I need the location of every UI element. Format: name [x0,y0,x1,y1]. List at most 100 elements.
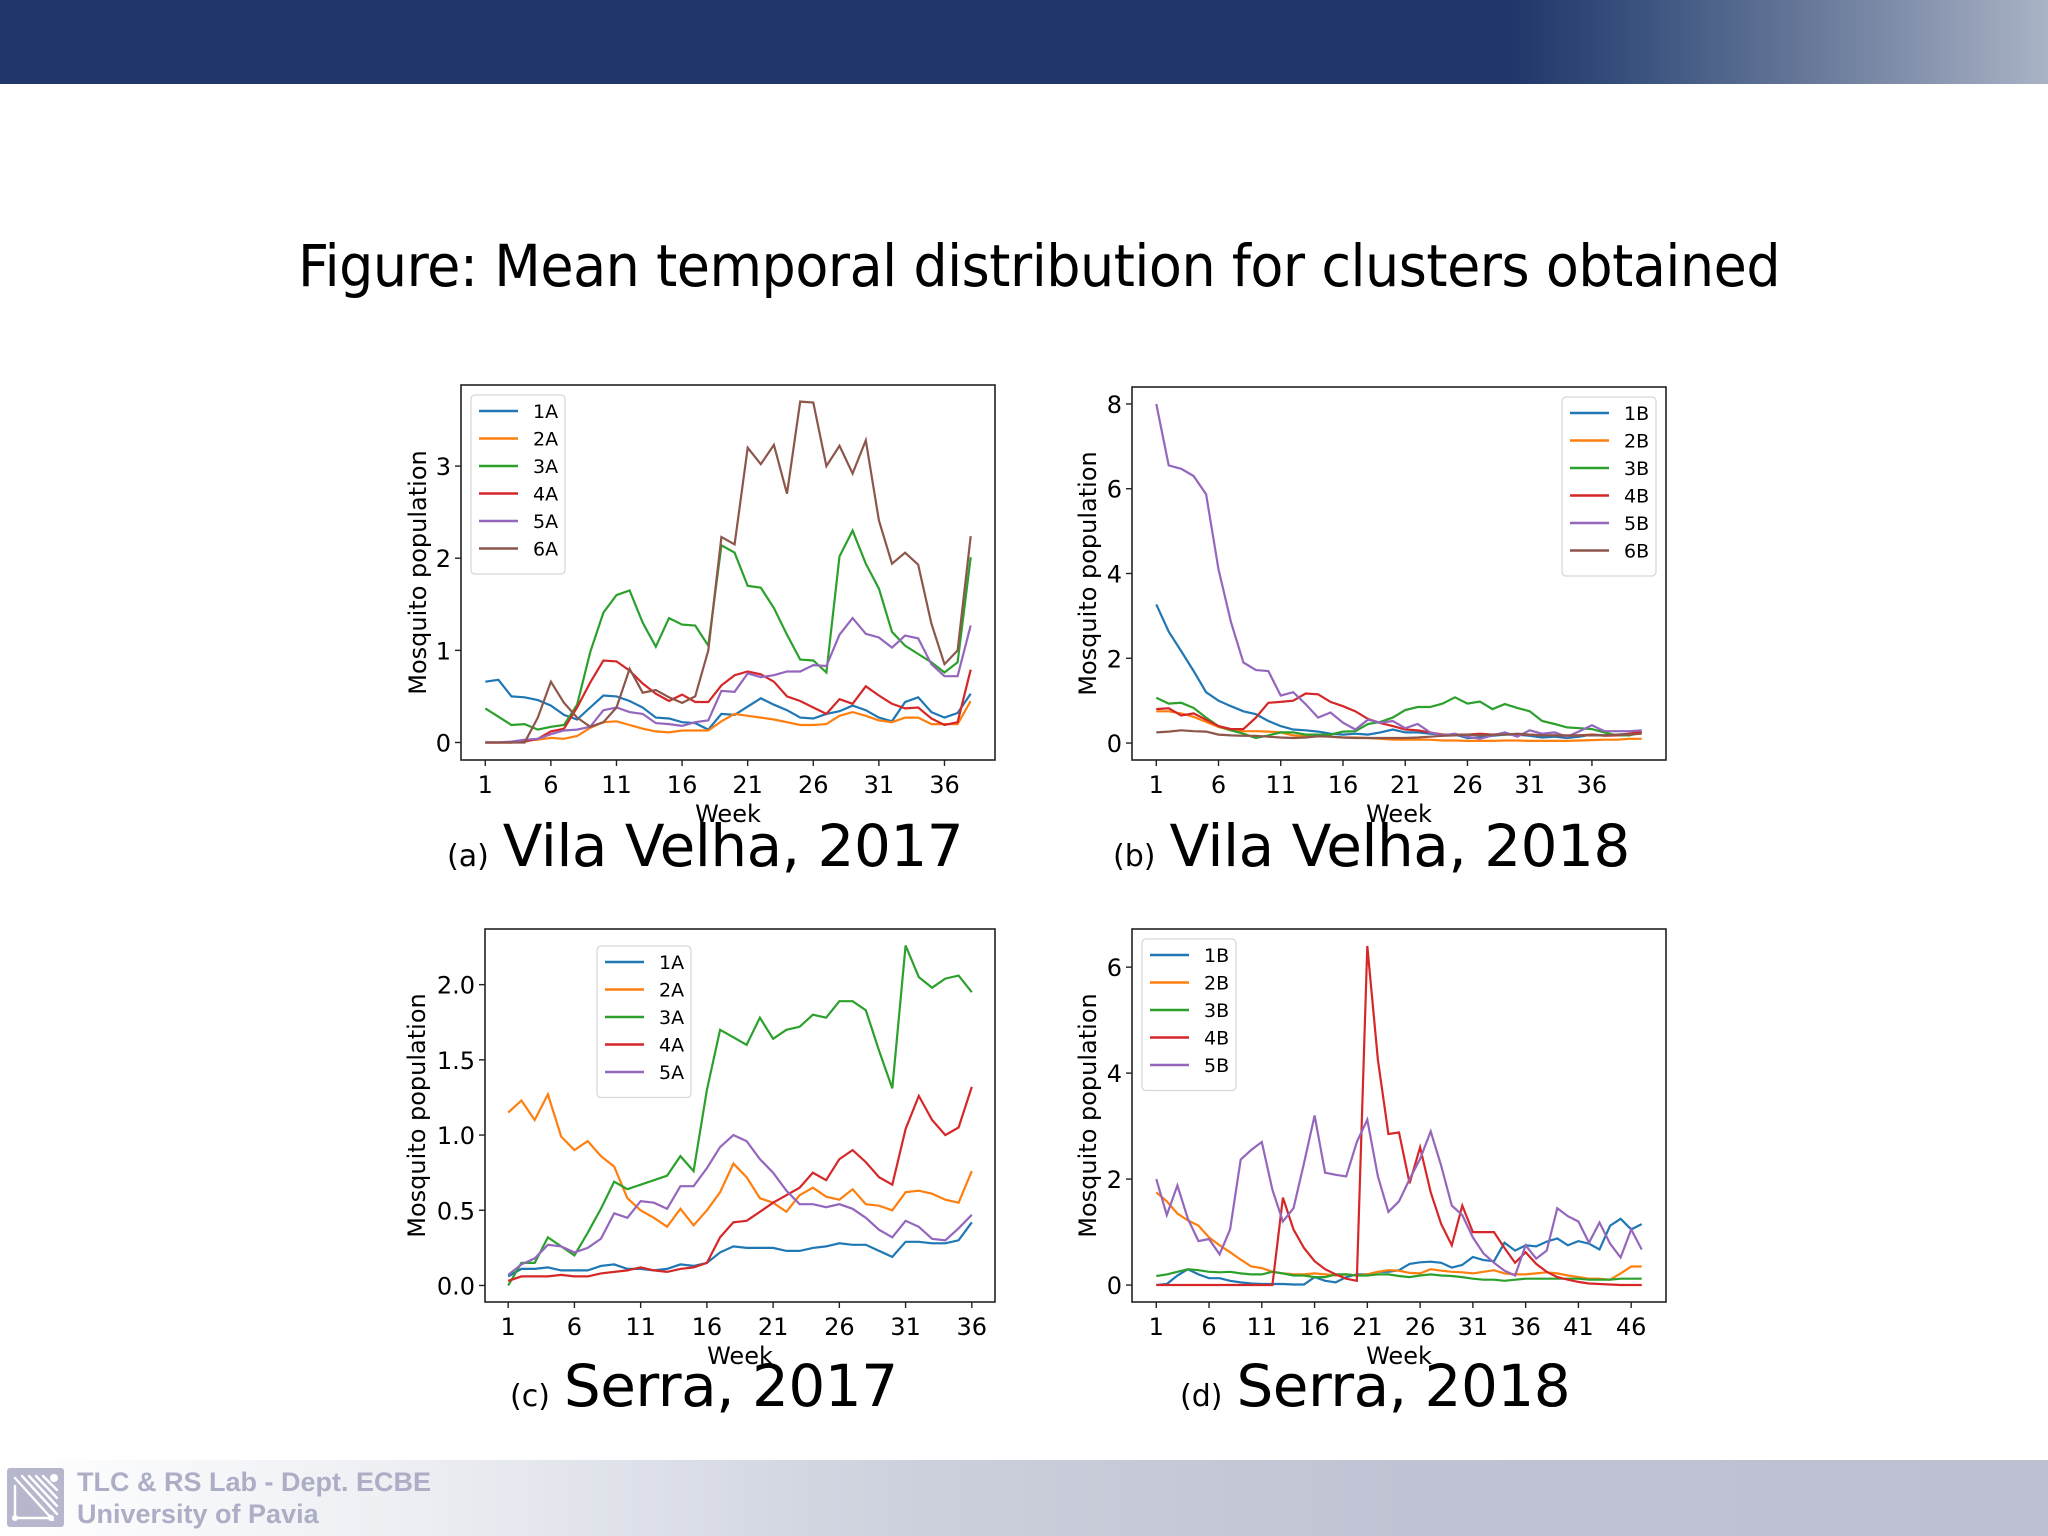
series-line-4A [485,659,972,744]
chart-vila-velha-2017: 1 6 11 16 21 26 31 36 0 1 2 3 Week Mosquito populatio… [390,370,1030,828]
svg-text:36: 36 [957,1313,988,1341]
series-line-1A [507,1221,973,1278]
svg-text:36: 36 [929,771,960,799]
svg-text:1: 1 [478,771,493,799]
caption-b: (b) Vila Velha, 2018 [1113,812,1630,880]
svg-text:26: 26 [1405,1313,1436,1341]
caption-tag: (d) [1180,1379,1223,1414]
series-line-5B [1155,1115,1643,1277]
svg-text:1: 1 [501,1313,516,1341]
svg-text:6: 6 [1201,1313,1216,1341]
series-line-2B [1155,1191,1642,1281]
svg-text:3B: 3B [1624,458,1649,480]
svg-text:11: 11 [1265,771,1296,799]
svg-text:2: 2 [1107,645,1122,673]
svg-text:0: 0 [1107,1272,1122,1300]
footer-bar: TLC & RS Lab - Dept. ECBE University of … [0,1460,2048,1536]
chart-legend: 1A 2A 3A 4A 5A [596,945,692,1099]
svg-text:5B: 5B [1204,1055,1229,1077]
series-line-5A [507,1133,973,1276]
series-line-4B [1156,945,1642,1287]
svg-text:26: 26 [1452,771,1483,799]
svg-text:16: 16 [667,771,698,799]
svg-text:1: 1 [1149,1313,1164,1341]
svg-text:31: 31 [864,771,895,799]
svg-text:1.0: 1.0 [437,1122,475,1150]
series-line-5A [485,616,972,744]
lab-logo-icon [7,1468,64,1527]
caption-a: (a) Vila Velha, 2017 [447,812,964,880]
svg-text:Mosquito population: Mosquito population [404,450,432,694]
caption-c: (c) Serra, 2017 [510,1352,898,1420]
svg-text:6: 6 [567,1313,582,1341]
svg-text:4B: 4B [1204,1028,1229,1050]
chart-svg: 1 6 11 16 21 26 31 360.00.51.01.52.0WeekMosquit… [403,928,996,1370]
series-line-3A [484,527,972,731]
slide-title: Figure: Mean temporal distribution for c… [298,232,1781,300]
svg-text:0: 0 [436,729,451,757]
caption-text: Serra, 2017 [563,1352,898,1420]
svg-text:4B: 4B [1624,486,1649,508]
svg-text:2B: 2B [1204,973,1229,995]
svg-text:4A: 4A [533,484,558,506]
series-line-2A [507,1091,973,1229]
svg-text:3A: 3A [533,456,558,478]
svg-text:5A: 5A [533,511,558,533]
caption-d: (d) Serra, 2018 [1180,1352,1571,1420]
caption-tag: (c) [510,1379,550,1414]
svg-text:6B: 6B [1624,541,1649,563]
svg-text:5A: 5A [659,1062,684,1084]
svg-text:8: 8 [1107,391,1122,419]
caption-text: Vila Velha, 2018 [1169,812,1630,880]
svg-text:2A: 2A [659,980,684,1002]
svg-text:Mosquito population: Mosquito population [1074,451,1102,695]
svg-text:36: 36 [1510,1313,1541,1341]
footer-lab-name: TLC & RS Lab - Dept. ECBE [77,1467,432,1497]
svg-text:5B: 5B [1624,513,1649,535]
svg-text:Week: Week [1366,800,1432,828]
svg-text:6: 6 [1107,476,1122,504]
svg-text:4: 4 [1107,1060,1122,1088]
svg-text:3: 3 [436,453,451,481]
series-line-1A [485,678,972,731]
chart-serra-2018: 1 6 11 16 21 26 31 36 41 46 0 2 4 6 Week Mosquito popul… [1060,910,1700,1370]
svg-text:6: 6 [1211,771,1226,799]
svg-text:21: 21 [758,1313,789,1341]
svg-text:0.5: 0.5 [437,1197,475,1225]
svg-text:Week: Week [695,800,761,828]
chart-legend: 1A 2A 3A 4A 5A 6A [470,394,566,575]
svg-text:31: 31 [890,1313,921,1341]
svg-text:31: 31 [1458,1313,1489,1341]
svg-text:21: 21 [732,771,763,799]
footer-university: University of Pavia [77,1499,319,1529]
svg-text:4: 4 [1107,561,1122,589]
svg-text:2: 2 [436,545,451,573]
svg-text:11: 11 [625,1313,656,1341]
svg-text:2: 2 [1107,1166,1122,1194]
header-bar [0,0,2048,84]
svg-text:16: 16 [1299,1313,1330,1341]
svg-text:6A: 6A [533,539,558,561]
svg-text:6: 6 [543,771,558,799]
svg-text:3B: 3B [1204,1000,1229,1022]
svg-text:1.5: 1.5 [437,1047,475,1075]
svg-text:0: 0 [1107,730,1122,758]
chart-vila-velha-2018: 1 6 11 16 21 26 31 36 0 2 4 6 8 Week Mosquito populati… [1060,370,1700,828]
svg-text:1: 1 [436,637,451,665]
svg-text:0.0: 0.0 [437,1272,475,1300]
svg-text:Week: Week [707,1342,773,1370]
svg-text:3A: 3A [659,1007,684,1029]
svg-text:Week: Week [1366,1342,1432,1370]
series-line-1B [1155,603,1642,740]
svg-text:41: 41 [1563,1313,1594,1341]
svg-text:26: 26 [798,771,829,799]
svg-text:1B: 1B [1624,403,1649,425]
series-line-3A [507,945,973,1287]
series-line-6A [485,400,972,744]
series-line-2A [485,700,972,744]
svg-text:36: 36 [1577,771,1608,799]
chart-serra-2017: 1 6 11 16 21 26 31 36 0.0 0.5 1.0 1.5 2.0 Week Mosquit… [390,910,1030,1370]
